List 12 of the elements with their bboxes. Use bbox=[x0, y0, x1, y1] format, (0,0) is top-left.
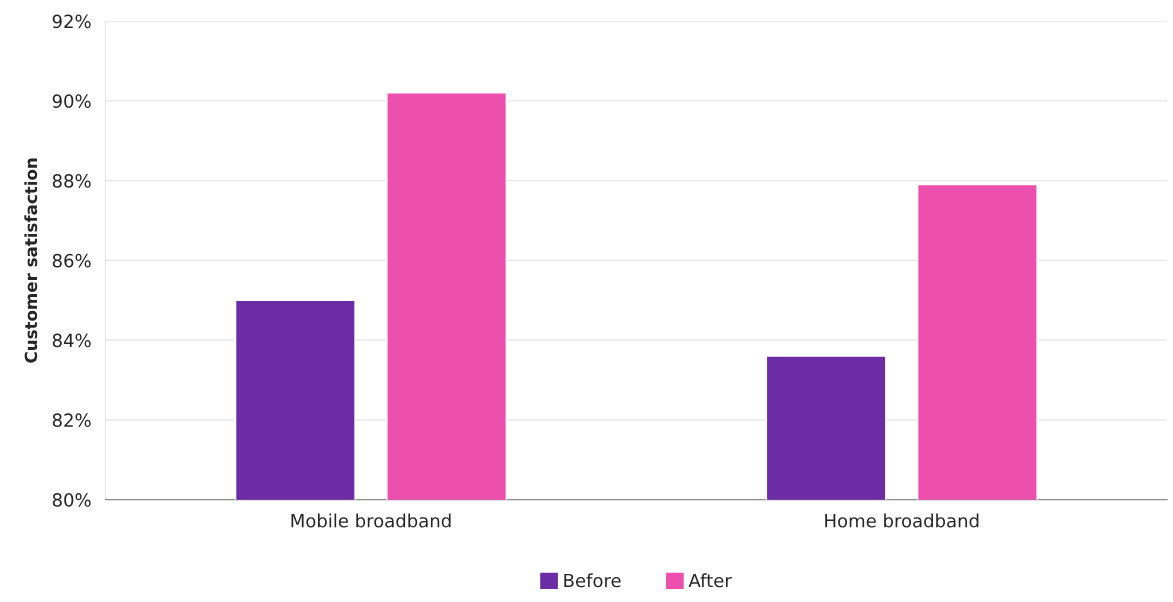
y-tick-label: 92% bbox=[52, 14, 91, 29]
legend-label: Before bbox=[564, 573, 621, 588]
x-tick-label: Home broadband bbox=[825, 513, 979, 528]
x-tick-label: Mobile broadband bbox=[291, 513, 451, 528]
y-tick-label: 84% bbox=[52, 333, 91, 348]
y-tick-label: 88% bbox=[52, 174, 91, 188]
legend-label: After bbox=[688, 573, 732, 588]
y-tick-label: 90% bbox=[52, 94, 91, 108]
y-tick-label: 80% bbox=[52, 493, 91, 507]
y-tick-label: 82% bbox=[52, 413, 91, 428]
y-tick-label: 86% bbox=[52, 253, 91, 268]
y-axis-title: Customer satisfaction bbox=[24, 158, 38, 363]
